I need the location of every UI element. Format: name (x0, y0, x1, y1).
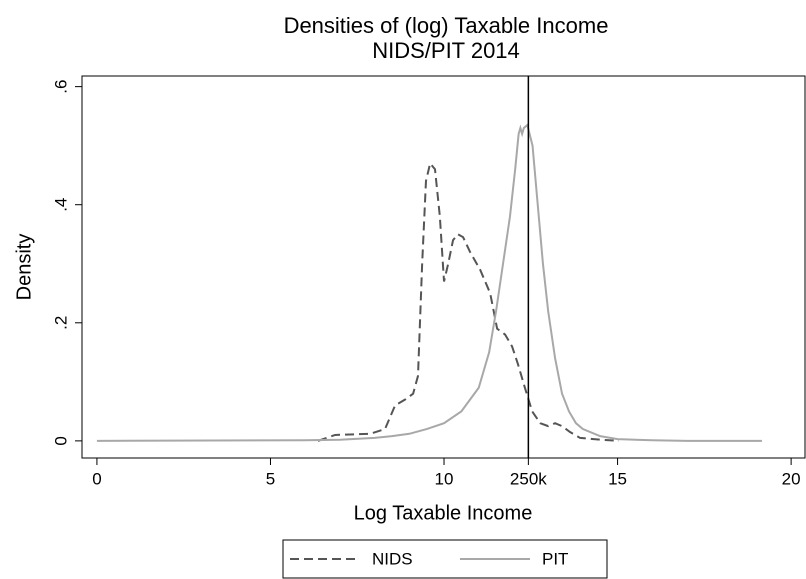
y-axis-label: Density (13, 234, 35, 301)
x-axis-label: Log Taxable Income (354, 502, 533, 524)
y-tick-label: .6 (51, 80, 70, 94)
y-tick-label: .2 (51, 316, 70, 330)
plot-frame (81, 75, 806, 459)
x-tick-label: 20 (782, 469, 801, 488)
x-tick-label: 5 (266, 469, 275, 488)
series-line (96, 123, 762, 442)
series-line (317, 161, 620, 442)
x-tick-label: 250k (510, 469, 547, 488)
chart-subtitle: NIDS/PIT 2014 (372, 38, 520, 63)
y-tick-label: 0 (51, 436, 70, 445)
chart-title: Densities of (log) Taxable Income (284, 13, 609, 38)
legend-label: PIT (542, 549, 568, 568)
x-tick-label: 0 (92, 469, 101, 488)
legend-box (282, 539, 608, 579)
y-tick-label: .4 (51, 198, 70, 212)
x-tick-label: 15 (608, 469, 627, 488)
legend-label: NIDS (372, 549, 413, 568)
x-tick-label: 10 (435, 469, 454, 488)
